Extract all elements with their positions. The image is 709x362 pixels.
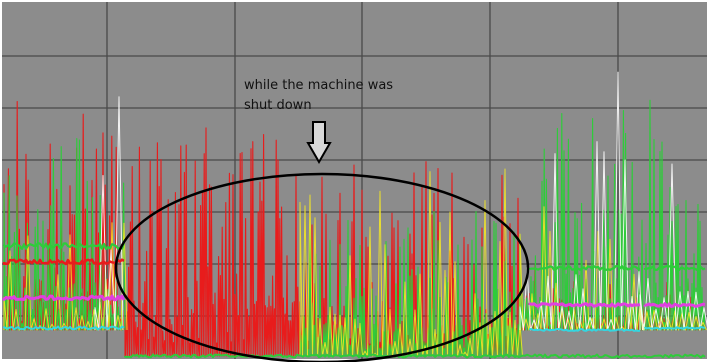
- shutdown-highlight-ellipse: [114, 172, 530, 362]
- series-white-trace-1: [94, 96, 124, 331]
- series-cyan-band-2: [529, 328, 641, 332]
- series-cyan-band-1: [3, 325, 125, 331]
- series-magenta-band-2: [528, 302, 641, 308]
- series-cyan-band-3: [644, 326, 706, 330]
- series-magenta-band-3: [643, 302, 706, 308]
- series-green-band-1: [2, 241, 126, 251]
- series-green-trace-4: [639, 99, 706, 331]
- series-layer: [2, 71, 709, 359]
- series-green-band-2: [528, 264, 641, 272]
- shutdown-annotation: while the machine was shut down: [244, 78, 394, 113]
- series-yellow-trace-4: [639, 309, 707, 331]
- down-arrow-icon: [306, 121, 332, 164]
- series-magenta-band-1: [2, 294, 126, 302]
- series-white-trace-3: [639, 163, 709, 331]
- series-green-baseline: [124, 353, 706, 359]
- series-yellow-trace-2: [299, 168, 523, 357]
- series-red-band-1: [2, 258, 125, 266]
- series-green-band-3: [643, 265, 706, 272]
